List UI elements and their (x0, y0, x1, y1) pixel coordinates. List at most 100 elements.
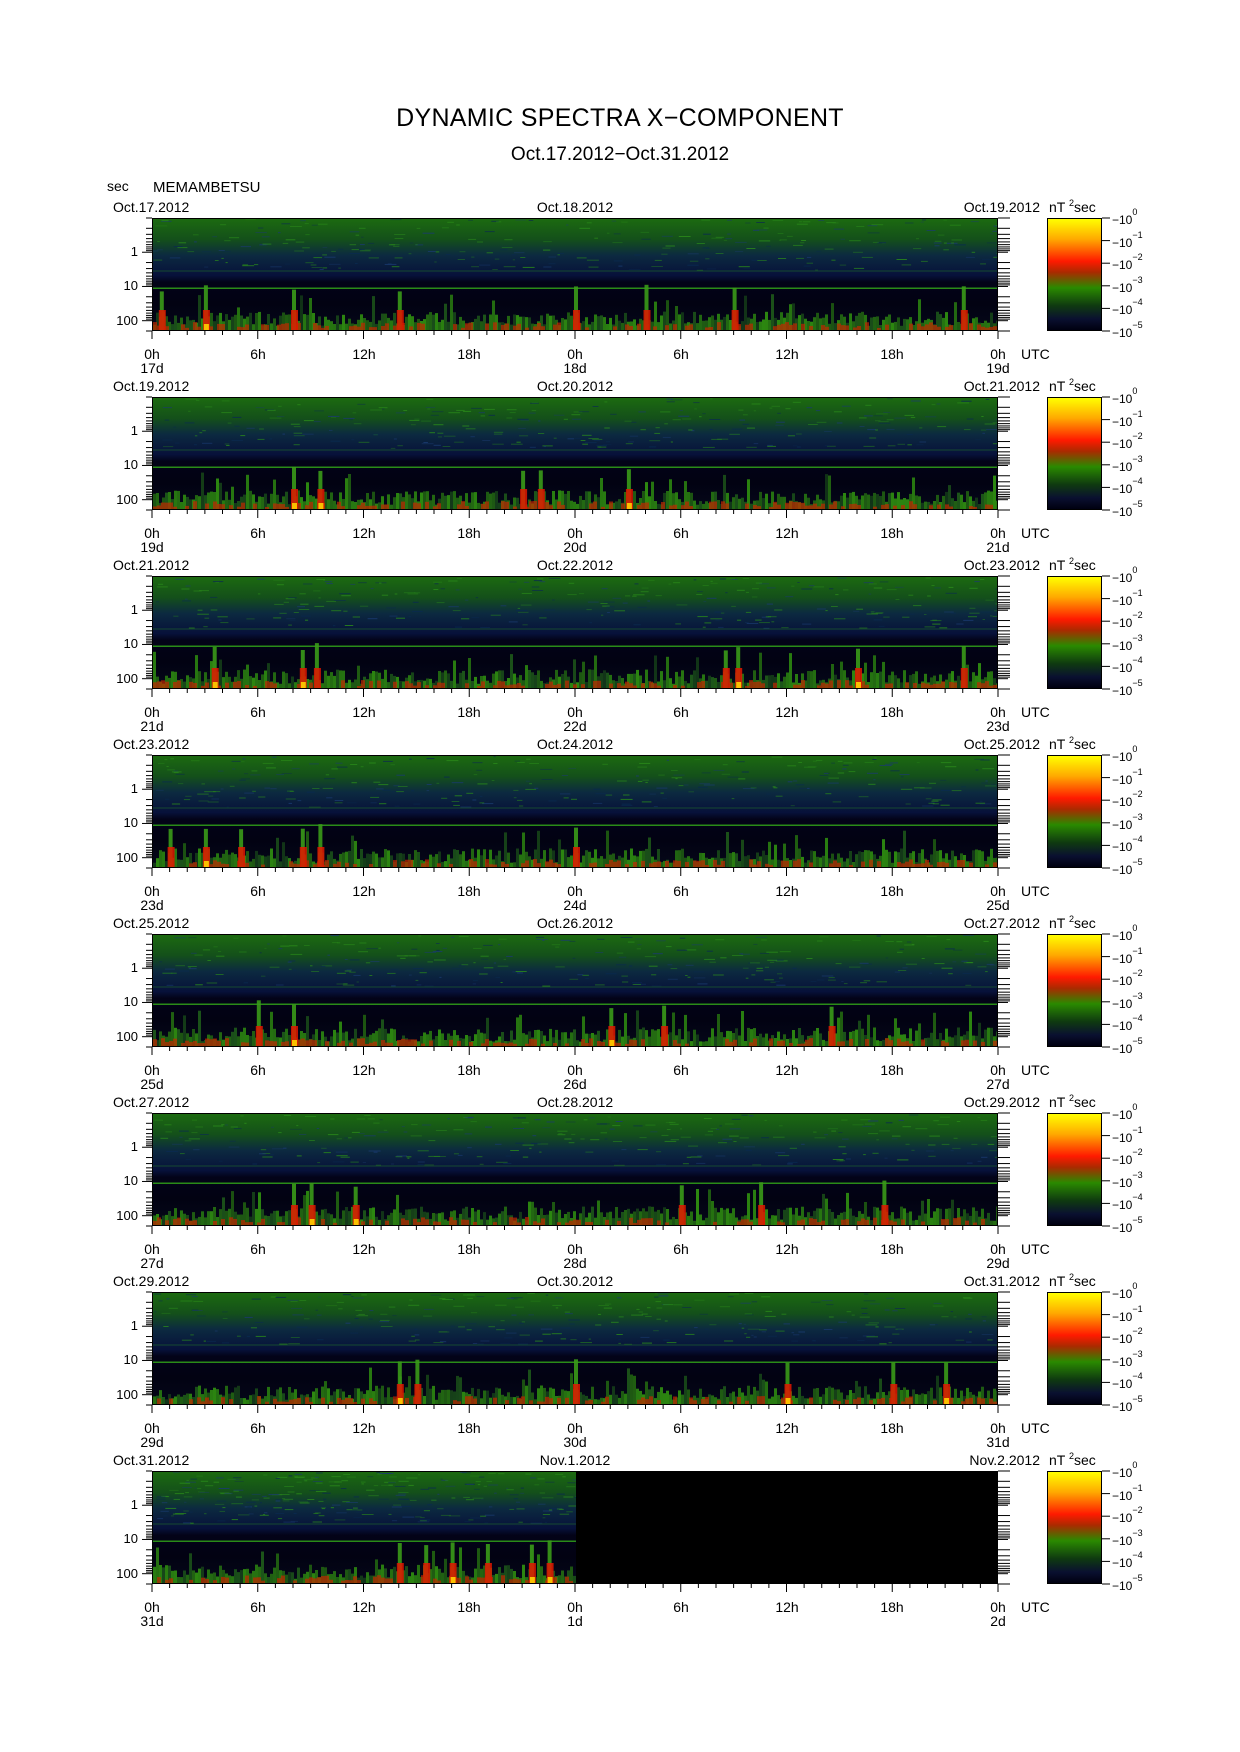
colorbar-ticks (1102, 1291, 1110, 1406)
x-tick-label: 18h (457, 1062, 481, 1078)
spectrogram-panel: Oct.19.2012 Oct.20.2012 Oct.21.2012 nT 2sec… (0, 375, 1240, 555)
day-label: 21d (140, 718, 164, 734)
colorbar-tick-label: −10−3 (1112, 812, 1143, 832)
y-tick-label: 10 (123, 994, 138, 1009)
day-label: 21d (986, 539, 1010, 555)
x-tick-label: 0h (567, 346, 583, 362)
colorbar-tick-exponent: −4 (1132, 1550, 1143, 1560)
colorbar-tick-exponent: 0 (1132, 386, 1138, 396)
x-tick-label: 18h (880, 525, 904, 541)
colorbar-ticks (1102, 396, 1110, 511)
x-tick-label: 6h (250, 1599, 266, 1615)
colorbar-tick-exponent: −1 (1132, 1483, 1143, 1493)
spectrogram-image (153, 1472, 997, 1583)
spectrogram-image (153, 398, 997, 509)
spectrogram-panel: Oct.17.2012 Oct.18.2012 Oct.19.2012 nT 2sec… (0, 196, 1240, 376)
panel-right-date: Oct.29.2012 (963, 1094, 1040, 1110)
x-tick-label: 12h (352, 1599, 376, 1615)
day-label: 29d (986, 1255, 1010, 1271)
x-tick-label: 6h (673, 1420, 689, 1436)
y-tick-label: 100 (116, 1029, 138, 1044)
colorbar-tick-exponent: −2 (1132, 431, 1143, 441)
x-tick-label: 6h (673, 1599, 689, 1615)
station-name: MEMAMBETSU (153, 179, 261, 196)
colorbar-tick-label: −10−4 (1112, 1550, 1143, 1570)
x-tick-label: 0h (144, 704, 160, 720)
day-label: 29d (140, 1434, 164, 1450)
colorbar-unit: nT 2sec (1049, 1272, 1096, 1289)
colorbar-ticks (1102, 754, 1110, 869)
colorbar-tick-label: −10−5 (1112, 1394, 1143, 1414)
colorbar-tick-label: −10−3 (1112, 633, 1143, 653)
colorbar-tick-label: −100 (1112, 1460, 1138, 1480)
x-tick-label: 6h (250, 346, 266, 362)
y-axis-unit: sec (107, 178, 129, 194)
colorbar-tick-exponent: −4 (1132, 1192, 1143, 1202)
colorbar-tick-exponent: −5 (1132, 1215, 1143, 1225)
colorbar-tick-exponent: −3 (1132, 454, 1143, 464)
colorbar (1047, 934, 1102, 1047)
x-tick-label: 6h (250, 883, 266, 899)
spectrogram-image (153, 577, 997, 688)
y-tick-label: 100 (116, 850, 138, 865)
colorbar-unit-exponent: 2 (1068, 377, 1074, 387)
colorbar-tick-exponent: −5 (1132, 1394, 1143, 1404)
spectrogram-plot (152, 576, 998, 689)
day-label: 2d (990, 1613, 1006, 1629)
colorbar-tick-exponent: −2 (1132, 252, 1143, 262)
utc-label: UTC (1021, 525, 1050, 541)
colorbar (1047, 397, 1102, 510)
colorbar-tick-exponent: −4 (1132, 1371, 1143, 1381)
spectrogram-panel: Oct.23.2012 Oct.24.2012 Oct.25.2012 nT 2sec… (0, 733, 1240, 913)
colorbar-tick-exponent: −1 (1132, 230, 1143, 240)
x-tick-label: 18h (880, 346, 904, 362)
spectrogram-image (153, 756, 997, 867)
colorbar-tick-exponent: −3 (1132, 275, 1143, 285)
day-label: 27d (986, 1076, 1010, 1092)
x-tick-label: 0h (567, 1241, 583, 1257)
x-tick-label: 12h (775, 704, 799, 720)
x-tick-label: 12h (775, 346, 799, 362)
y-tick-label: 10 (123, 278, 138, 293)
spectrogram-plot (152, 1471, 998, 1584)
spectrogram-plot (152, 218, 998, 331)
panel-mid-date: Oct.30.2012 (536, 1273, 614, 1289)
colorbar-unit-exponent: 2 (1068, 1093, 1074, 1103)
spectrogram-image (153, 1293, 997, 1404)
x-tick-label: 12h (775, 1599, 799, 1615)
colorbar-tick-label: −10−4 (1112, 476, 1143, 496)
colorbar-tick-exponent: −4 (1132, 476, 1143, 486)
colorbar-tick-label: −10−3 (1112, 1528, 1143, 1548)
colorbar-tick-exponent: 0 (1132, 565, 1138, 575)
colorbar-tick-exponent: −2 (1132, 1326, 1143, 1336)
colorbar-tick-label: −10−5 (1112, 857, 1143, 877)
panel-right-date: Oct.21.2012 (963, 378, 1040, 394)
colorbar-tick-label: −10−4 (1112, 1192, 1143, 1212)
x-tick-label: 18h (457, 883, 481, 899)
colorbar-tick-exponent: −3 (1132, 1528, 1143, 1538)
x-tick-label: 6h (673, 1062, 689, 1078)
x-tick-label: 0h (990, 704, 1006, 720)
y-tick-label: 1 (130, 781, 138, 796)
colorbar-tick-label: −10−4 (1112, 834, 1143, 854)
x-tick-label: 18h (457, 1420, 481, 1436)
x-tick-label: 6h (250, 1420, 266, 1436)
x-tick-label: 0h (144, 1420, 160, 1436)
x-tick-label: 0h (567, 525, 583, 541)
day-label: 18d (563, 360, 587, 376)
x-tick-label: 18h (880, 1420, 904, 1436)
colorbar-unit: nT 2sec (1049, 1093, 1096, 1110)
x-tick-label: 6h (673, 1241, 689, 1257)
x-tick-label: 18h (457, 1599, 481, 1615)
colorbar-tick-label: −10−3 (1112, 1349, 1143, 1369)
colorbar-tick-label: −10−5 (1112, 678, 1143, 698)
colorbar (1047, 576, 1102, 689)
x-tick-label: 18h (457, 525, 481, 541)
colorbar-ticks (1102, 1470, 1110, 1585)
panel-right-date: Nov.2.2012 (969, 1452, 1040, 1468)
x-tick-label: 12h (775, 1062, 799, 1078)
x-tick-label: 18h (880, 883, 904, 899)
colorbar-tick-label: −100 (1112, 1281, 1138, 1301)
y-tick-label: 1 (130, 1318, 138, 1333)
panel-left-date: Oct.21.2012 (113, 557, 190, 573)
